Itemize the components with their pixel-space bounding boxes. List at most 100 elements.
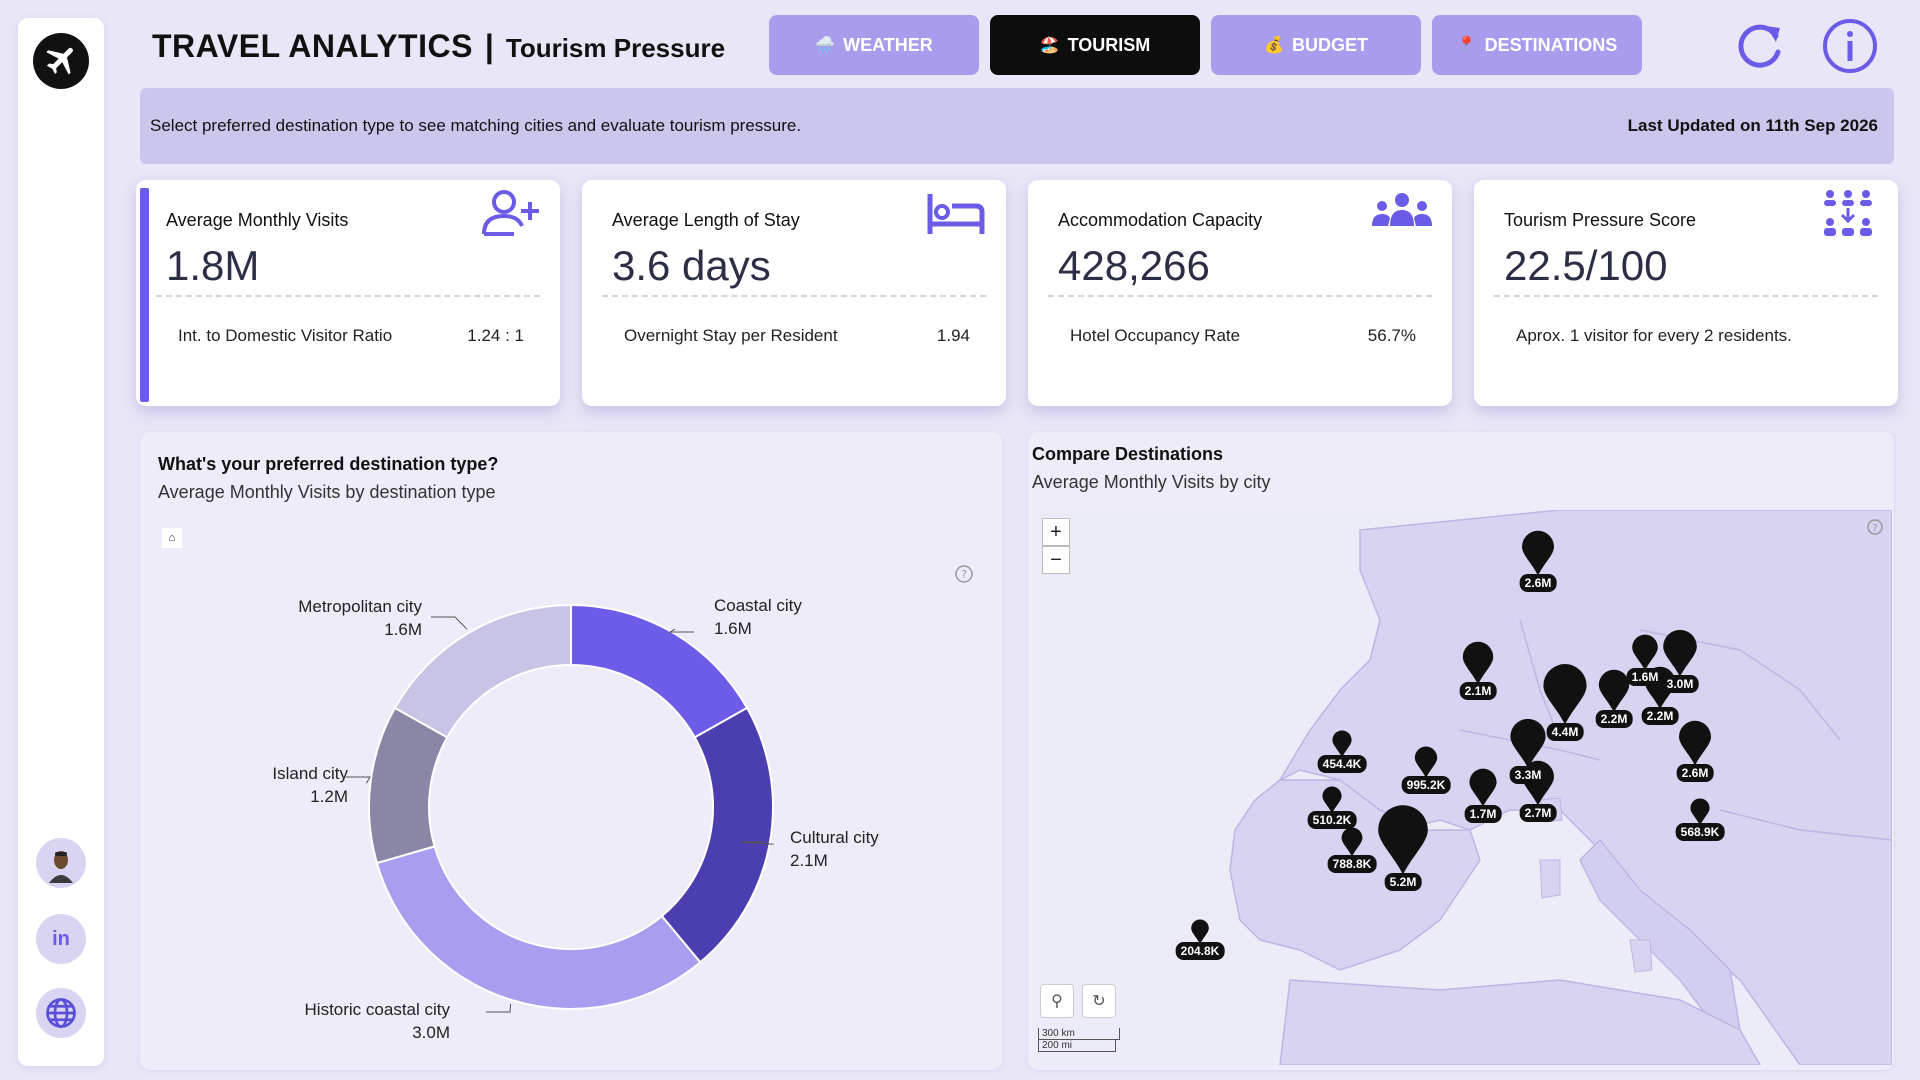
sidebar: in: [18, 18, 104, 1066]
avatar[interactable]: [36, 838, 86, 888]
kpi-card-visits[interactable]: Average Monthly Visits 1.8M Int. to Dome…: [136, 180, 560, 406]
budget-icon: 💰: [1264, 37, 1284, 54]
instruction-text: Select preferred destination type to see…: [150, 116, 802, 135]
kpi-value: 22.5/100: [1504, 242, 1668, 289]
kpi-sub-label: Aprox. 1 visitor for every 2 residents.: [1516, 326, 1792, 345]
map-shapes: [1229, 510, 1892, 1065]
panel-title: What's your preferred destination type?: [158, 454, 499, 474]
info-bar: Select preferred destination type to see…: [140, 88, 1894, 164]
kpi-card-accommodation[interactable]: Accommodation Capacity 428,266 Hotel Occ…: [1028, 180, 1452, 406]
kpi-card-pressure-score[interactable]: Tourism Pressure Score 22.5/100 Aprox. 1…: [1474, 180, 1898, 406]
donut-leader-line: [346, 776, 371, 784]
help-icon[interactable]: ?: [954, 564, 974, 584]
map-pin-label: 568.9K: [1675, 823, 1725, 842]
globe-icon[interactable]: [36, 988, 86, 1038]
map-pin-label: 1.7M: [1464, 804, 1502, 823]
map-pin-icon[interactable]: [1510, 718, 1546, 769]
kpi-label: Accommodation Capacity: [1058, 210, 1263, 230]
map-pin-icon[interactable]: [1632, 634, 1658, 671]
divider: [602, 295, 986, 297]
kpi-sub-label: Overnight Stay per Resident: [624, 326, 838, 345]
map-pin-icon[interactable]: [1332, 730, 1352, 758]
tab-destinations[interactable]: 📍 DESTINATIONS: [1432, 15, 1642, 75]
donut-chart[interactable]: [140, 432, 1002, 1070]
tab-weather[interactable]: 🌧️ WEATHER: [769, 15, 979, 75]
linkedin-icon[interactable]: in: [36, 914, 86, 964]
tab-tourism[interactable]: 🏖️ TOURISM: [990, 15, 1200, 75]
kpi-sub-label: Hotel Occupancy Rate: [1070, 326, 1241, 345]
panel-title: Compare Destinations: [1032, 444, 1224, 464]
map-pin-icon[interactable]: [1522, 530, 1554, 576]
donut-label-cultural: Cultural city 2.1M: [790, 828, 879, 870]
info-icon[interactable]: [1820, 16, 1880, 76]
tab-label: DESTINATIONS: [1484, 34, 1618, 55]
kpi-card-length-of-stay[interactable]: Average Length of Stay 3.6 days Overnigh…: [582, 180, 1006, 406]
tab-budget[interactable]: 💰 BUDGET: [1211, 15, 1421, 75]
tourism-icon: 🏖️: [1039, 37, 1060, 54]
map-pin-icon[interactable]: [1341, 827, 1363, 857]
map-help-icon[interactable]: ?: [1866, 518, 1884, 536]
donut-slice-historic-coastal-city[interactable]: [375, 845, 702, 1010]
map-pin-label: 995.2K: [1401, 775, 1451, 794]
kpi-label: Tourism Pressure Score: [1504, 210, 1697, 230]
map-pin-icon[interactable]: [1543, 664, 1587, 725]
map-pin-label: 3.3M: [1509, 766, 1547, 785]
map-pin-icon[interactable]: [1462, 641, 1494, 685]
kpi-value: 3.6 days: [612, 242, 771, 289]
crowd-icon: [1824, 190, 1872, 236]
map-pin-label: 2.2M: [1641, 707, 1679, 726]
donut-leader-line: [739, 841, 774, 845]
tab-label: WEATHER: [843, 34, 933, 55]
last-updated: Last Updated on 11th Sep 2026: [1627, 116, 1878, 135]
donut-label-island: Island city 1.2M: [272, 764, 348, 806]
reset-map-icon[interactable]: ↻: [1082, 984, 1116, 1018]
map-pin-label: 2.6M: [1676, 763, 1714, 782]
map-pin-label: 1.6M: [1626, 668, 1664, 687]
donut-leader-line: [486, 1003, 512, 1013]
map-pin-icon[interactable]: [1679, 720, 1711, 766]
map-pin-label: 204.8K: [1175, 942, 1225, 961]
donut-leader-line: [431, 616, 468, 630]
app-title: TRAVEL ANALYTICS: [152, 28, 473, 64]
map-pin-icon[interactable]: [1322, 786, 1342, 814]
panel-subtitle: Average Monthly Visits by destination ty…: [158, 482, 496, 502]
kpi-sub-value: 56.7%: [1367, 326, 1416, 345]
europe-map[interactable]: 2.6M 2.1M 4.4M 2.2M 1.6M 3.0M 2.2M 2.6M 3.3M 2.7M…: [1040, 510, 1892, 1065]
donut-label-coastal: Coastal city 1.6M: [714, 596, 802, 638]
donut-label-historic-coastal: Historic coastal city 3.0M: [304, 1000, 450, 1042]
zoom-in-button[interactable]: +: [1042, 518, 1070, 546]
donut-slice-metropolitan-city[interactable]: [393, 603, 572, 739]
map-pin-icon[interactable]: [1191, 919, 1209, 945]
tab-label: TOURISM: [1067, 34, 1151, 55]
map-pin-label: 2.2M: [1595, 710, 1633, 729]
map-pin-icon[interactable]: [1663, 629, 1697, 677]
map-pin-icon[interactable]: [1378, 805, 1428, 875]
kpi-value: 428,266: [1058, 242, 1210, 289]
divider: [1494, 295, 1878, 297]
map-scale: 300 km 200 mi: [1038, 1028, 1120, 1052]
donut-slice-cultural-city[interactable]: [660, 706, 774, 964]
kpi-sub-value: 1.24 : 1: [467, 326, 524, 345]
refresh-icon[interactable]: [1730, 16, 1790, 76]
map-pin-label: 2.6M: [1519, 573, 1557, 592]
map-pin-icon[interactable]: [1598, 669, 1630, 713]
lasso-icon[interactable]: ⚲: [1040, 984, 1074, 1018]
divider: [1048, 295, 1432, 297]
page-title: Tourism Pressure: [505, 33, 726, 63]
airplane-logo-icon[interactable]: [33, 33, 89, 89]
map-pin-label: 510.2K: [1307, 811, 1357, 830]
map-pin-icon[interactable]: [1469, 768, 1497, 807]
zoom-out-button[interactable]: −: [1042, 546, 1070, 574]
add-user-icon: [482, 190, 539, 236]
map-pin-label: 2.1M: [1459, 682, 1497, 701]
title-separator: |: [484, 28, 494, 64]
kpi-sub-value: 1.94: [936, 326, 970, 345]
map-pin-icon[interactable]: [1414, 746, 1438, 778]
map-pin-label: 454.4K: [1317, 755, 1367, 774]
page-header: TRAVEL ANALYTICS | Tourism Pressure: [152, 28, 725, 65]
kpi-sub-label: Int. to Domestic Visitor Ratio: [178, 326, 393, 345]
group-icon: [1372, 193, 1432, 226]
map-pin-icon[interactable]: [1690, 798, 1710, 826]
svg-text:?: ?: [961, 568, 967, 581]
home-icon[interactable]: ⌂: [162, 528, 182, 548]
